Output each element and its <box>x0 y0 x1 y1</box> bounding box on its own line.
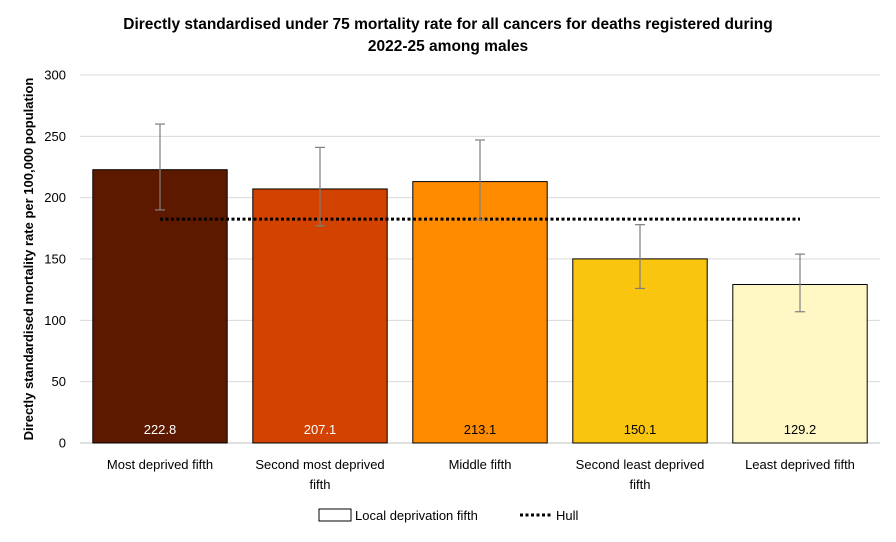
chart-title: Directly standardised under 75 mortality… <box>123 16 772 55</box>
legend-swatch-box <box>318 508 352 522</box>
x-category-label: fifth <box>310 477 331 492</box>
legend-label-hull: Hull <box>556 508 579 523</box>
y-tick-label: 200 <box>44 190 66 205</box>
data-labels: 222.8 207.1 213.1 150.1 129.2 <box>144 422 817 437</box>
x-category-label: Second least deprived <box>576 457 705 472</box>
y-tick-label: 250 <box>44 129 66 144</box>
data-label: 150.1 <box>624 422 657 437</box>
x-category-label: Least deprived fifth <box>745 457 855 472</box>
x-category-label: fifth <box>630 477 651 492</box>
x-category-label: Middle fifth <box>449 457 512 472</box>
y-axis-ticks: 0 50 100 150 200 250 300 <box>44 68 66 451</box>
data-label: 213.1 <box>464 422 497 437</box>
y-axis-label: Directly standardised mortality rate per… <box>21 78 36 441</box>
data-label: 207.1 <box>304 422 337 437</box>
legend: Local deprivation fifth Hull <box>318 508 579 523</box>
y-tick-label: 0 <box>59 436 66 451</box>
bar <box>92 169 228 444</box>
y-tick-label: 100 <box>44 313 66 328</box>
bar <box>252 188 388 444</box>
x-axis-categories: Most deprived fifth Second most deprived f… <box>107 457 855 492</box>
error-bars <box>155 123 805 313</box>
y-tick-label: 150 <box>44 252 66 267</box>
y-tick-label: 300 <box>44 68 66 83</box>
bars <box>92 169 868 444</box>
bar <box>572 258 708 444</box>
chart-title-line-2: 2022-25 among males <box>368 38 528 55</box>
data-label: 222.8 <box>144 422 177 437</box>
legend-label-local: Local deprivation fifth <box>355 508 478 523</box>
x-category-label: Second most deprived <box>255 457 384 472</box>
data-label: 129.2 <box>784 422 817 437</box>
chart-title-line-1: Directly standardised under 75 mortality… <box>123 16 772 33</box>
x-category-label: Most deprived fifth <box>107 457 213 472</box>
y-tick-label: 50 <box>52 374 66 389</box>
bar <box>412 181 548 444</box>
